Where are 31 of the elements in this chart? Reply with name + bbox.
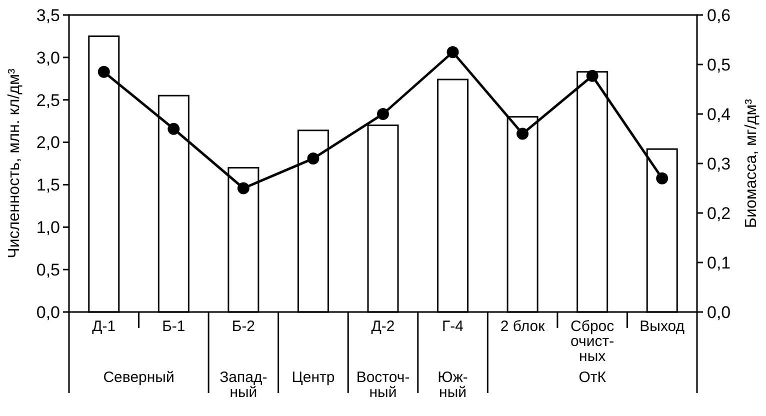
text: ОтК xyxy=(578,369,606,386)
y-tick-label: 1,0 xyxy=(36,218,60,238)
x-tick-label: Г-4 xyxy=(442,318,464,335)
x-tick-label: Д-2 xyxy=(371,318,395,335)
y-axis-title: Численность, млн. кл/дм³ xyxy=(6,68,23,258)
text: Северный xyxy=(103,369,174,386)
y2-tick-label: 0,6 xyxy=(707,6,731,25)
x-tick-label: Б-1 xyxy=(162,318,186,335)
y-tick-label: 0,5 xyxy=(36,260,60,280)
y-tick-label: 2,5 xyxy=(36,90,60,110)
y-tick-label: 0,0 xyxy=(36,302,60,322)
y2-tick-label: 0,5 xyxy=(707,55,731,74)
y2-tick-label: 0,0 xyxy=(707,302,731,322)
y2-tick-label: 0,2 xyxy=(707,204,731,223)
text: Запад- ный xyxy=(220,369,268,401)
text: Восточ- ный xyxy=(356,369,410,401)
y-tick-label: 2,0 xyxy=(36,133,60,152)
x-tick-label: Д-1 xyxy=(92,318,116,335)
y-tick-label: 3,0 xyxy=(36,48,60,68)
y-tick-label: 3,5 xyxy=(36,6,60,25)
y2-tick-label: 0,1 xyxy=(707,253,731,272)
text: Центр xyxy=(292,369,335,386)
x-tick-label: 2 блок xyxy=(500,318,546,335)
x-tick-label: Сброс очист- ных xyxy=(570,318,615,365)
y2-axis-title: Биомасса, мг/дм³ xyxy=(743,98,760,228)
x-tick-label: Б-2 xyxy=(232,318,256,335)
y2-tick-label: 0,3 xyxy=(707,154,731,174)
text: Юж- ный xyxy=(438,369,468,401)
y-tick-label: 1,5 xyxy=(36,176,60,195)
y2-tick-label: 0,4 xyxy=(707,104,731,124)
x-tick-label: Выход xyxy=(640,318,685,335)
